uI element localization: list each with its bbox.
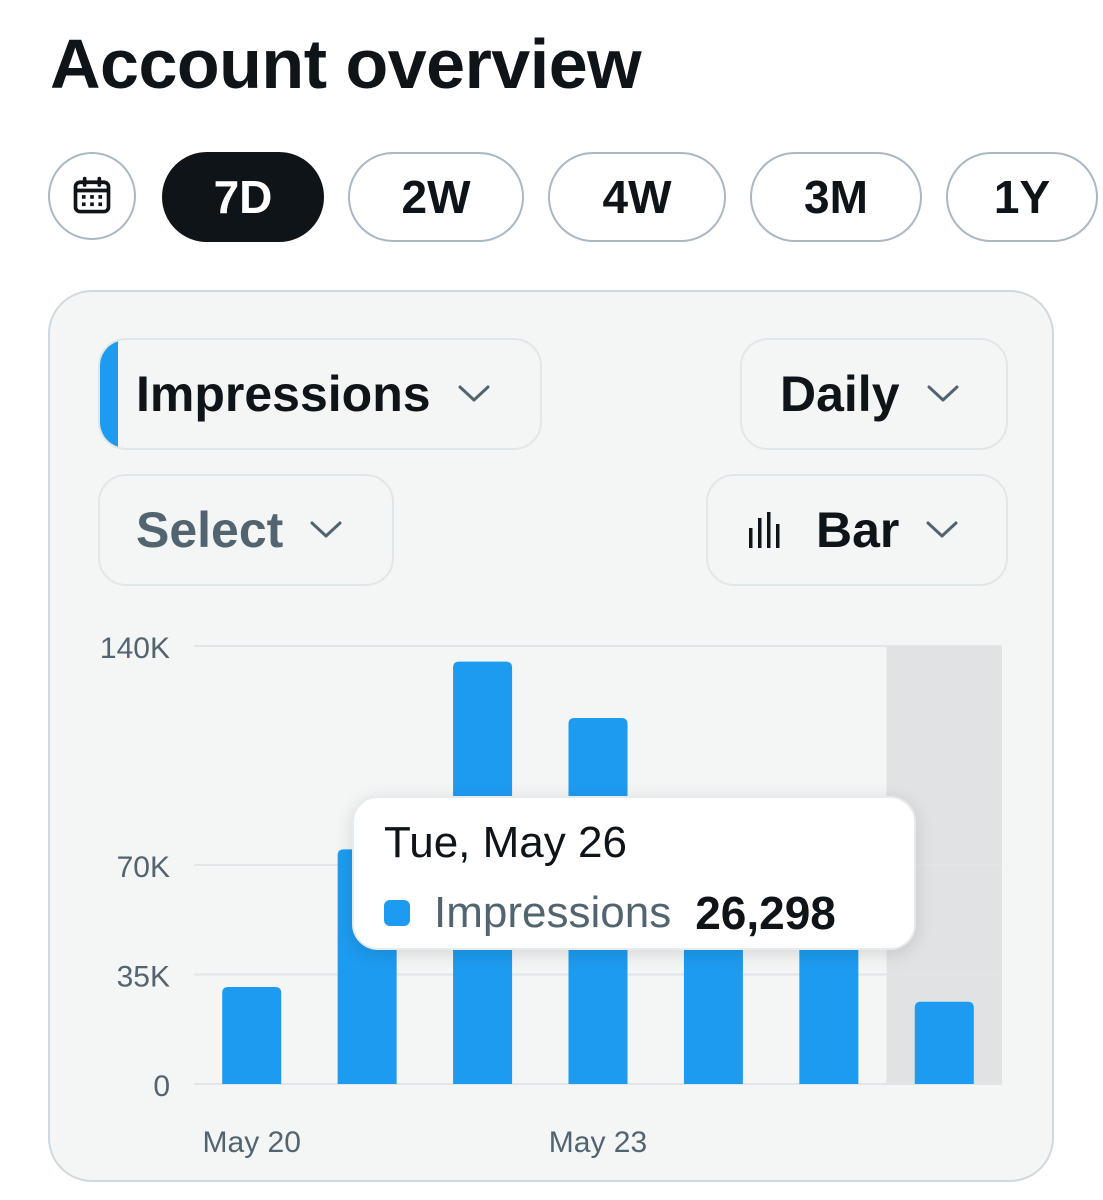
bar-may-26 <box>914 1001 974 1084</box>
metric-dropdown[interactable]: Impressions <box>98 338 542 450</box>
y-tick-label: 140K <box>100 632 170 665</box>
calendar-icon <box>73 176 111 214</box>
calendar-button[interactable] <box>48 152 136 240</box>
tooltip-series-swatch <box>384 900 410 926</box>
chart-card: Impressions Daily Select Bar 0 35K <box>48 290 1054 1182</box>
tooltip-date: Tue, May 26 <box>384 818 627 867</box>
tab-2w[interactable]: 2W <box>348 152 524 242</box>
chart-type-dropdown[interactable]: Bar <box>706 474 1008 586</box>
impressions-bar-chart: 0 35K 70K 140K May 20 May 23 <box>100 632 1002 1159</box>
chevron-down-icon <box>457 384 491 404</box>
tab-7d[interactable]: 7D <box>162 152 324 242</box>
y-tick-label: 0 <box>153 1070 170 1103</box>
chevron-down-icon <box>926 384 960 404</box>
y-tick-label: 70K <box>117 851 170 884</box>
bar-may-20 <box>222 987 282 1084</box>
x-tick-label: May 23 <box>549 1126 647 1159</box>
tooltip-series-value: 26,298 <box>695 887 836 939</box>
y-tick-label: 35K <box>117 961 170 994</box>
chart-tooltip: Tue, May 26 Impressions 26,298 <box>352 796 916 950</box>
x-tick-label: May 20 <box>203 1126 301 1159</box>
tooltip-series-label: Impressions <box>434 888 672 937</box>
chevron-down-icon <box>309 520 343 540</box>
chart-type-dropdown-label: Bar <box>816 502 900 558</box>
interval-dropdown[interactable]: Daily <box>740 338 1008 450</box>
interval-dropdown-label: Daily <box>780 366 900 422</box>
chevron-down-icon <box>925 520 959 540</box>
tooltip-series-row: Impressions 26,298 <box>384 886 836 940</box>
metric-dropdown-label: Impressions <box>136 366 431 422</box>
compare-dropdown-label: Select <box>136 502 284 558</box>
tab-1y[interactable]: 1Y <box>946 152 1098 242</box>
bar-chart-icon <box>748 510 786 550</box>
metric-color-accent <box>100 340 118 448</box>
page-title: Account overview <box>50 25 642 103</box>
compare-dropdown[interactable]: Select <box>98 474 394 586</box>
tab-3m[interactable]: 3M <box>750 152 922 242</box>
tab-4w[interactable]: 4W <box>548 152 726 242</box>
